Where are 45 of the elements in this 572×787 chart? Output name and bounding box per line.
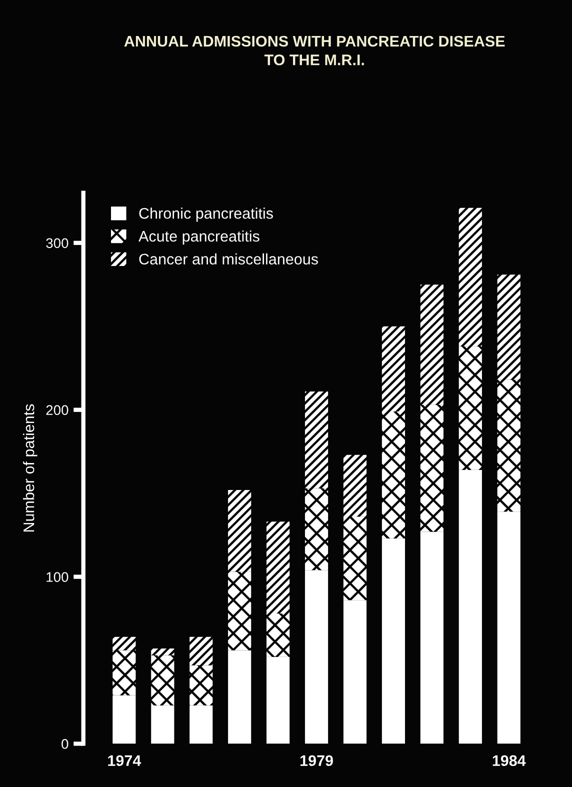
bar (112, 636, 136, 650)
y-axis-title: Number of patients (23, 404, 38, 532)
bar (112, 650, 136, 696)
bar (420, 404, 444, 532)
bar (190, 636, 213, 666)
bar (343, 454, 367, 517)
bar (151, 705, 174, 744)
bar (151, 655, 174, 706)
bar (497, 512, 520, 744)
bar (497, 274, 520, 380)
bar (112, 695, 136, 744)
x-tick-label: 1979 (300, 755, 333, 766)
bar (228, 650, 252, 744)
bar (190, 665, 213, 706)
bar (304, 488, 328, 570)
bar (266, 656, 290, 744)
bar (343, 516, 367, 600)
bar (228, 572, 252, 650)
bar (497, 380, 520, 512)
chart-title: ANNUAL ADMISSIONS WITH PANCREATIC DISEASE TO THE M.R.I. (124, 36, 505, 66)
bar (382, 538, 406, 744)
y-tick-label: 100 (46, 572, 68, 582)
y-tick-label: 0 (62, 739, 68, 749)
bar (420, 532, 444, 744)
bar (420, 284, 444, 405)
bar (382, 326, 406, 412)
bar (190, 705, 213, 744)
x-tick-label: 1974 (108, 755, 142, 766)
bar (266, 614, 290, 657)
bar (343, 600, 367, 744)
legend-label: Chronic pancreatitis (139, 208, 273, 222)
y-tick-label: 300 (46, 238, 68, 248)
bar (151, 648, 174, 656)
bar (266, 522, 290, 614)
bar (304, 570, 328, 744)
bar (304, 391, 328, 488)
legend-label: Cancer and miscellaneous (139, 253, 318, 265)
x-tick-label: 1984 (492, 755, 526, 766)
bar (382, 412, 406, 538)
bar (458, 208, 482, 346)
legend-label: Acute pancreatitis (138, 230, 260, 245)
y-tick-label: 200 (46, 405, 68, 416)
bar (458, 346, 482, 470)
bar (228, 490, 252, 572)
bar (458, 470, 482, 744)
